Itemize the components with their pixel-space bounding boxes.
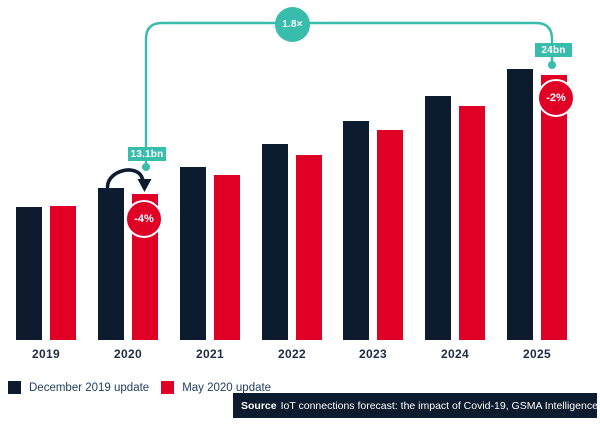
bar-may2020-2021 — [214, 175, 240, 340]
arrow-curve — [105, 168, 145, 189]
bar-may2020-2023 — [377, 130, 403, 340]
source-text: IoT connections forecast: the impact of … — [280, 399, 598, 412]
legend-item-december-2019: December 2019 update — [8, 381, 149, 394]
source-prefix: Source — [241, 399, 277, 412]
legend-item-may-2020: May 2020 update — [161, 381, 271, 394]
legend-label: May 2020 update — [182, 381, 272, 394]
bar-may2020-2024 — [459, 106, 485, 340]
x-axis-label-2025: 2025 — [523, 347, 551, 361]
bar-dec2019-2022 — [262, 144, 288, 340]
bar-dec2019-2024 — [425, 96, 451, 340]
arrow-head — [137, 179, 152, 192]
bar-may2020-2019 — [50, 206, 76, 340]
bar-dec2019-2021 — [180, 167, 206, 340]
source-attribution: Source IoT connections forecast: the imp… — [233, 393, 598, 418]
legend: December 2019 update May 2020 update — [8, 381, 271, 394]
legend-swatch-red — [161, 381, 175, 394]
x-axis-label-2022: 2022 — [278, 347, 306, 361]
connector-dot-2020 — [142, 163, 150, 171]
bar-dec2019-2020 — [98, 188, 124, 340]
legend-label: December 2019 update — [29, 381, 150, 394]
value-badge-2020: 13.1bn — [128, 147, 166, 161]
x-axis-label-2021: 2021 — [196, 347, 224, 361]
percent-change-badge-2020: -4% — [125, 200, 163, 238]
value-badge-2025: 24bn — [535, 43, 572, 57]
legend-swatch-navy — [8, 381, 21, 394]
x-axis-label-2023: 2023 — [359, 347, 387, 361]
growth-ratio-badge: 1.8× — [275, 7, 310, 42]
bar-dec2019-2025 — [507, 69, 533, 340]
bar-dec2019-2019 — [16, 207, 42, 340]
connector-dot-2025 — [548, 61, 556, 69]
x-axis-label-2020: 2020 — [114, 347, 142, 361]
x-axis-label-2019: 2019 — [32, 347, 60, 361]
bar-may2020-2022 — [296, 155, 322, 340]
x-axis-label-2024: 2024 — [441, 347, 469, 361]
percent-change-badge-2025: -2% — [537, 79, 575, 117]
bar-dec2019-2023 — [343, 121, 369, 340]
